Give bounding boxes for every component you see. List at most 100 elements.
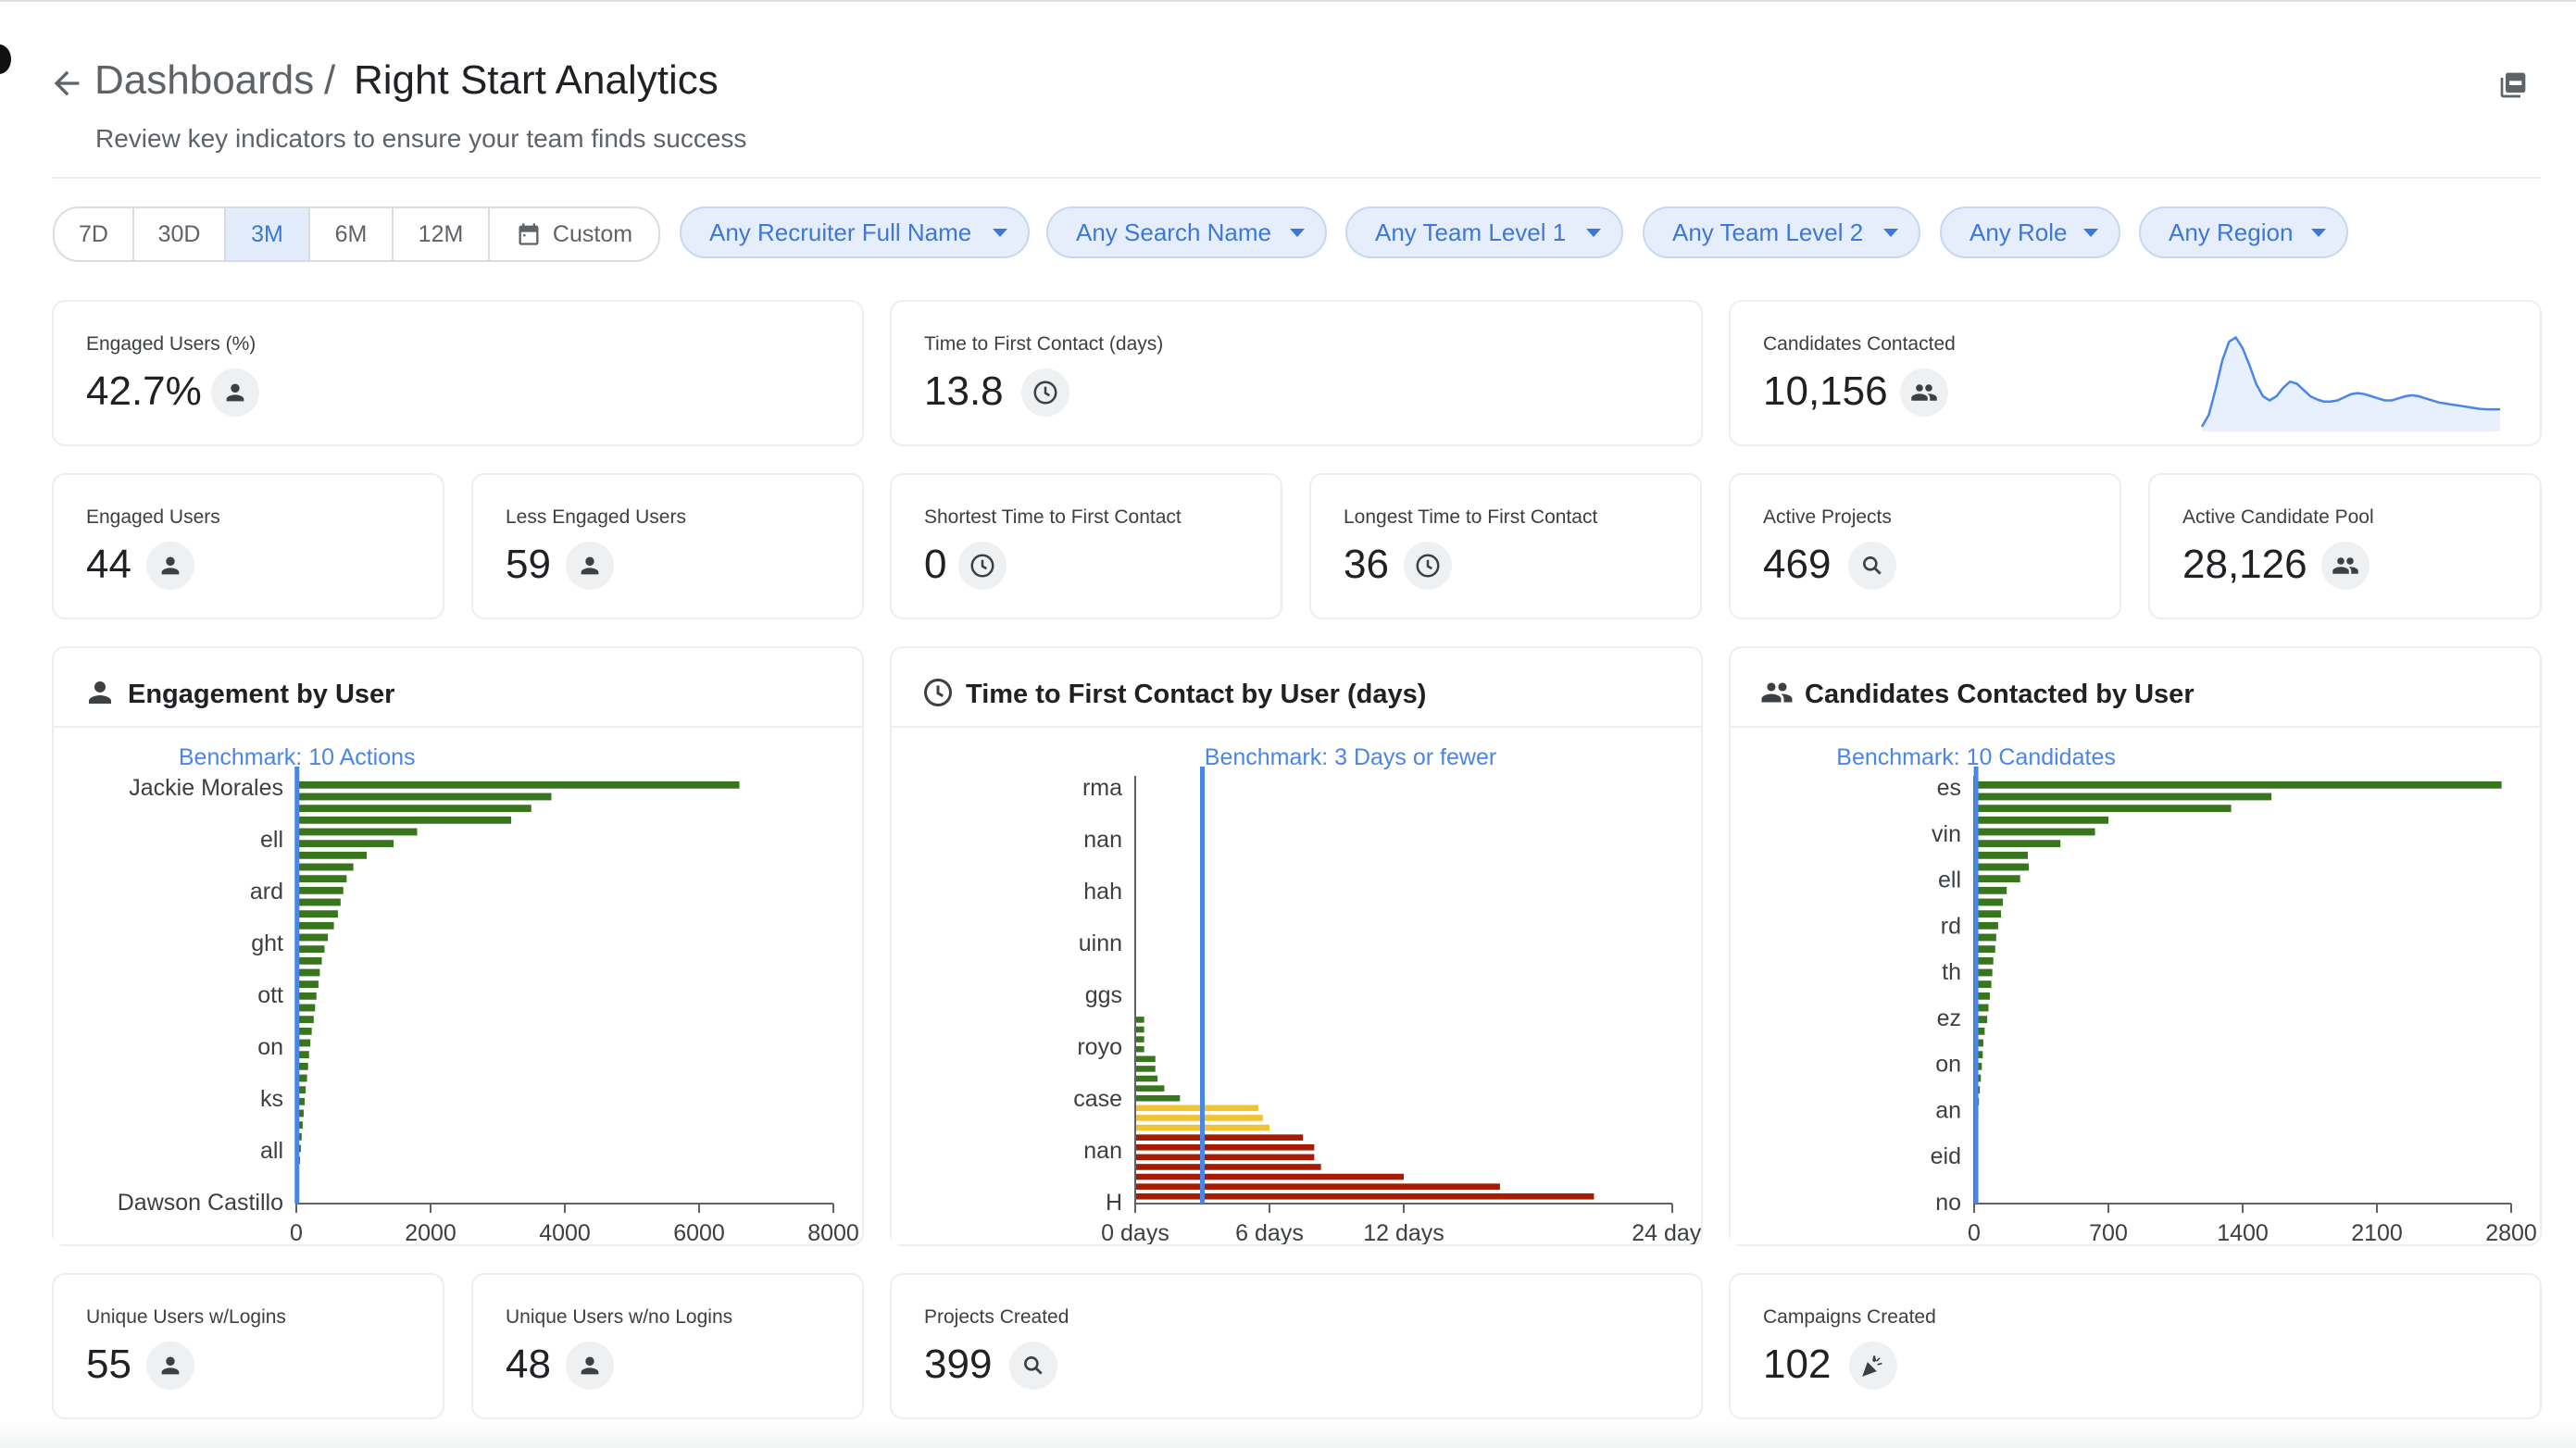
x-tick-label: 1400 <box>2217 1220 2269 1244</box>
bar <box>1974 1051 1983 1059</box>
x-tick-label: 6000 <box>673 1220 725 1244</box>
bar <box>296 840 394 848</box>
bar <box>296 851 368 859</box>
y-tick-label: no <box>1935 1190 1961 1216</box>
x-tick-label: 0 days <box>1101 1220 1169 1244</box>
time-range-selector: 7D 30D 3M 6M 12M Custom <box>53 206 660 262</box>
bar <box>296 780 740 789</box>
filter-recruiter-label: Any Recruiter Full Name <box>709 218 972 246</box>
clock-icon <box>1021 368 1069 417</box>
bar <box>1135 1154 1315 1161</box>
breadcrumb-dashboards-link[interactable]: Dashboards <box>94 57 315 103</box>
kpi-users-with-logins: Unique Users w/Logins 55 <box>52 1273 444 1419</box>
range-7d-button[interactable]: 7D <box>55 208 134 260</box>
filter-region[interactable]: Any Region <box>2139 206 2348 258</box>
bar <box>1135 1066 1156 1072</box>
cursor-dot <box>0 44 11 74</box>
kpi-users-no-logins: Unique Users w/no Logins 48 <box>471 1273 864 1419</box>
bar <box>1135 1143 1315 1151</box>
y-tick-label: on <box>1935 1052 1961 1078</box>
bar <box>296 805 531 813</box>
y-tick-label: ggs <box>1085 982 1122 1008</box>
bar <box>296 1121 303 1130</box>
people-icon <box>2321 542 2370 590</box>
bar <box>1135 1115 1263 1121</box>
page-title: Right Start Analytics <box>354 57 719 103</box>
bar <box>1135 1173 1404 1180</box>
kpi-value: 399 <box>924 1342 993 1387</box>
kpi-longest-time: Longest Time to First Contact 36 <box>1309 473 1702 619</box>
chart-candidates-contacted: Candidates Contacted by User 0 700 1400 210… <box>1729 646 2542 1246</box>
people-icon <box>1900 368 1948 417</box>
kpi-candidates-contacted: Candidates Contacted 10,156 <box>1729 300 2542 446</box>
label-clip-mask <box>1731 728 1916 1244</box>
chart-divider <box>1731 726 2540 728</box>
filter-recruiter[interactable]: Any Recruiter Full Name <box>680 206 1030 258</box>
bar <box>296 1039 311 1047</box>
kpi-label: Engaged Users <box>86 506 220 528</box>
top-border <box>0 0 2576 2</box>
chart-engagement-by-user: Engagement by User 0 2000 4000 6000 8000 Jack… <box>52 646 864 1246</box>
bar <box>1135 1094 1181 1102</box>
kpi-active-projects: Active Projects 469 <box>1729 473 2121 619</box>
range-custom-button[interactable]: Custom <box>490 208 658 260</box>
bar <box>296 1004 316 1012</box>
search-icon <box>1009 1342 1057 1390</box>
filter-team-level-2[interactable]: Any Team Level 2 <box>1643 206 1920 258</box>
kpi-label: Projects Created <box>924 1306 1069 1328</box>
bar <box>296 921 334 930</box>
bar <box>1974 863 2030 871</box>
sparkline-area <box>2202 337 2500 431</box>
bar <box>296 910 338 918</box>
page-subtitle: Review key indicators to ensure your tea… <box>95 124 747 153</box>
bar <box>1974 875 2020 883</box>
kpi-less-engaged-users: Less Engaged Users 59 <box>471 473 864 619</box>
kpi-label: Candidates Contacted <box>1763 333 1956 355</box>
bar <box>1974 992 1990 1000</box>
bar <box>296 945 325 954</box>
bar <box>1974 968 1993 977</box>
chart-title: Candidates Contacted by User <box>1805 680 2195 709</box>
y-tick-label: Jackie Morales <box>129 775 283 801</box>
filter-role-label: Any Role <box>1970 218 2068 246</box>
y-tick-label: ght <box>251 930 283 956</box>
clock-icon <box>958 542 1007 590</box>
range-6m-button[interactable]: 6M <box>310 208 394 260</box>
bar <box>1974 1027 1985 1035</box>
pdf-icon[interactable] <box>2498 70 2528 100</box>
bar <box>296 886 344 894</box>
y-tick-label: nan <box>1083 1138 1122 1164</box>
range-3m-button[interactable]: 3M <box>226 208 310 260</box>
campaign-icon <box>1849 1342 1897 1390</box>
time-bar-chart: 0 days 6 days 12 days 24 days rma nan hah uinn g… <box>892 728 1701 1244</box>
filter-role[interactable]: Any Role <box>1940 206 2120 258</box>
y-tick-label: rma <box>1082 775 1122 801</box>
range-12m-button[interactable]: 12M <box>394 208 490 260</box>
bar <box>296 898 341 906</box>
y-tick-label: all <box>260 1138 283 1164</box>
arrow-back-icon[interactable] <box>48 65 85 102</box>
kpi-label: Unique Users w/no Logins <box>506 1306 733 1328</box>
kpi-value: 102 <box>1763 1342 1832 1387</box>
y-tick-label: ks <box>260 1086 283 1112</box>
person-icon <box>566 542 614 590</box>
range-30d-button[interactable]: 30D <box>134 208 226 260</box>
chart-divider <box>892 726 1701 728</box>
filter-team-level-1[interactable]: Any Team Level 1 <box>1345 206 1623 258</box>
clock-icon <box>924 679 952 706</box>
kpi-time-to-first-contact: Time to First Contact (days) 13.8 <box>890 300 1703 446</box>
y-tick-label: an <box>1935 1097 1961 1123</box>
label-clip-mask <box>54 728 109 1244</box>
bar <box>296 956 322 965</box>
label-clip-mask <box>892 728 910 1244</box>
engagement-bar-chart: 0 2000 4000 6000 8000 Jackie Morales ell ard ght… <box>54 728 859 1244</box>
kpi-value: 42.7% <box>86 368 202 414</box>
person-icon <box>146 542 194 590</box>
bar <box>296 793 552 801</box>
y-tick-label: nan <box>1083 827 1122 853</box>
x-tick-label: 12 days <box>1363 1220 1444 1244</box>
bar <box>296 1097 306 1105</box>
bar <box>1135 1075 1158 1082</box>
filter-search-name[interactable]: Any Search Name <box>1046 206 1327 258</box>
kpi-value: 13.8 <box>924 368 1004 414</box>
